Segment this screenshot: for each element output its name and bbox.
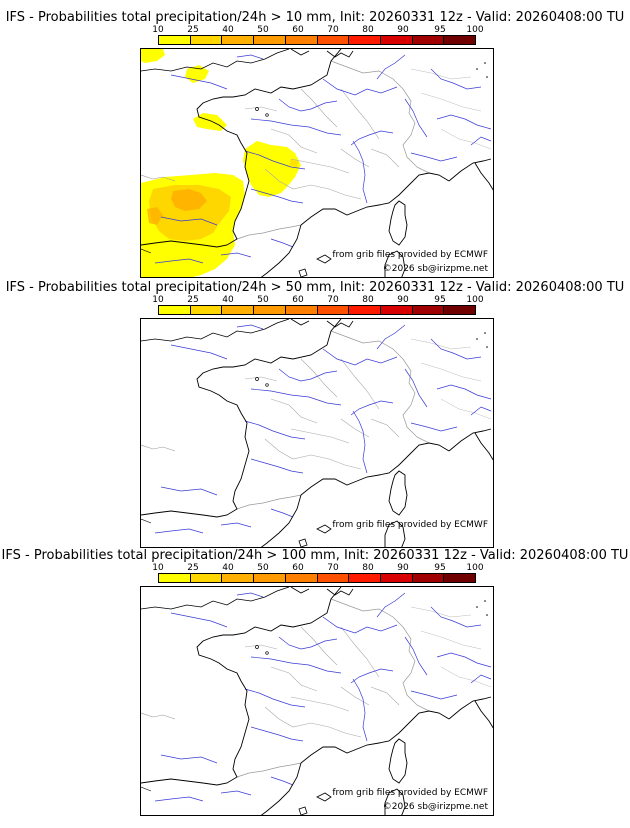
- legend-color-swatch: [254, 36, 286, 44]
- legend-tick: 70: [327, 563, 339, 573]
- legend-color-bar: [158, 573, 476, 583]
- legend-color-swatch: [317, 574, 350, 582]
- legend-tick: 25: [187, 563, 199, 573]
- legend-tick: 50: [257, 563, 269, 573]
- legend-tick: 100: [466, 563, 484, 573]
- legend-color-bar: [158, 305, 476, 315]
- legend-color-swatch: [444, 36, 476, 44]
- legend-color-bar: [158, 35, 476, 45]
- map-area: from grib files provided by ECMWF: [140, 318, 494, 548]
- legend-tick: 80: [362, 295, 374, 305]
- map-area: from grib files provided by ECMWF ©2026 …: [140, 48, 494, 278]
- color-legend: 10 25 40 50 60 70 80 90 95 100: [152, 25, 484, 45]
- chart-panel-100mm: IFS - Probabilities total precipitation/…: [0, 548, 630, 816]
- legend-color-swatch: [349, 36, 381, 44]
- legend-color-swatch: [349, 306, 381, 314]
- legend-tick: 40: [222, 563, 234, 573]
- legend-tick: 100: [466, 295, 484, 305]
- chart-panel-50mm: IFS - Probabilities total precipitation/…: [0, 280, 630, 548]
- legend-color-swatch: [380, 36, 413, 44]
- legend-color-swatch: [159, 36, 191, 44]
- legend-color-swatch: [444, 306, 476, 314]
- legend-color-swatch: [412, 574, 445, 582]
- map-svg: [141, 587, 493, 815]
- legend-color-swatch: [222, 306, 255, 314]
- legend-tick: 40: [222, 295, 234, 305]
- panel-title: IFS - Probabilities total precipitation/…: [1, 548, 629, 563]
- data-credit: from grib files provided by ECMWF: [332, 788, 488, 798]
- legend-color-swatch: [254, 306, 286, 314]
- legend-color-swatch: [190, 36, 223, 44]
- data-credit: from grib files provided by ECMWF: [332, 250, 488, 260]
- legend-tick: 25: [187, 25, 199, 35]
- legend-tick: 60: [292, 563, 304, 573]
- data-credit: from grib files provided by ECMWF: [332, 520, 488, 530]
- legend-color-swatch: [380, 574, 413, 582]
- precip-overlay: [141, 49, 301, 277]
- legend-tick: 95: [434, 25, 446, 35]
- legend-tick: 80: [362, 25, 374, 35]
- site-credit: ©2026 sb@irizpme.net: [382, 802, 488, 812]
- legend-tick: 90: [397, 295, 409, 305]
- legend-color-swatch: [380, 306, 413, 314]
- legend-ticks: 10 25 40 50 60 70 80 90 95 100: [152, 295, 483, 305]
- legend-tick: 100: [466, 25, 484, 35]
- legend-color-swatch: [159, 306, 191, 314]
- legend-tick: 95: [434, 295, 446, 305]
- legend-color-swatch: [190, 306, 223, 314]
- legend-tick: 60: [292, 295, 304, 305]
- legend-color-swatch: [285, 36, 318, 44]
- legend-color-swatch: [444, 574, 476, 582]
- legend-tick: 70: [327, 25, 339, 35]
- legend-color-swatch: [412, 36, 445, 44]
- site-credit: ©2026 sb@irizpme.net: [382, 264, 488, 274]
- legend-color-swatch: [285, 574, 318, 582]
- legend-tick: 95: [434, 563, 446, 573]
- legend-ticks: 10 25 40 50 60 70 80 90 95 100: [152, 25, 483, 35]
- legend-ticks: 10 25 40 50 60 70 80 90 95 100: [152, 563, 483, 573]
- legend-tick: 50: [257, 25, 269, 35]
- color-legend: 10 25 40 50 60 70 80 90 95 100: [152, 563, 484, 583]
- map-svg: [141, 319, 493, 547]
- legend-tick: 10: [152, 563, 164, 573]
- legend-tick: 70: [327, 295, 339, 305]
- panel-title: IFS - Probabilities total precipitation/…: [5, 10, 625, 25]
- legend-tick: 80: [362, 563, 374, 573]
- legend-tick: 10: [152, 25, 164, 35]
- legend-color-swatch: [317, 306, 350, 314]
- map-area: from grib files provided by ECMWF ©2026 …: [140, 586, 494, 816]
- legend-tick: 60: [292, 25, 304, 35]
- legend-color-swatch: [222, 36, 255, 44]
- legend-color-swatch: [222, 574, 255, 582]
- legend-tick: 40: [222, 25, 234, 35]
- legend-tick: 25: [187, 295, 199, 305]
- legend-tick: 90: [397, 563, 409, 573]
- map-svg: [141, 49, 493, 277]
- legend-color-swatch: [159, 574, 191, 582]
- color-legend: 10 25 40 50 60 70 80 90 95 100: [152, 295, 484, 315]
- legend-color-swatch: [285, 306, 318, 314]
- legend-color-swatch: [349, 574, 381, 582]
- legend-tick: 90: [397, 25, 409, 35]
- chart-panel-10mm: IFS - Probabilities total precipitation/…: [0, 10, 630, 278]
- legend-color-swatch: [412, 306, 445, 314]
- panel-title: IFS - Probabilities total precipitation/…: [5, 280, 625, 295]
- legend-color-swatch: [190, 574, 223, 582]
- legend-tick: 10: [152, 295, 164, 305]
- legend-color-swatch: [254, 574, 286, 582]
- legend-color-swatch: [317, 36, 350, 44]
- legend-tick: 50: [257, 295, 269, 305]
